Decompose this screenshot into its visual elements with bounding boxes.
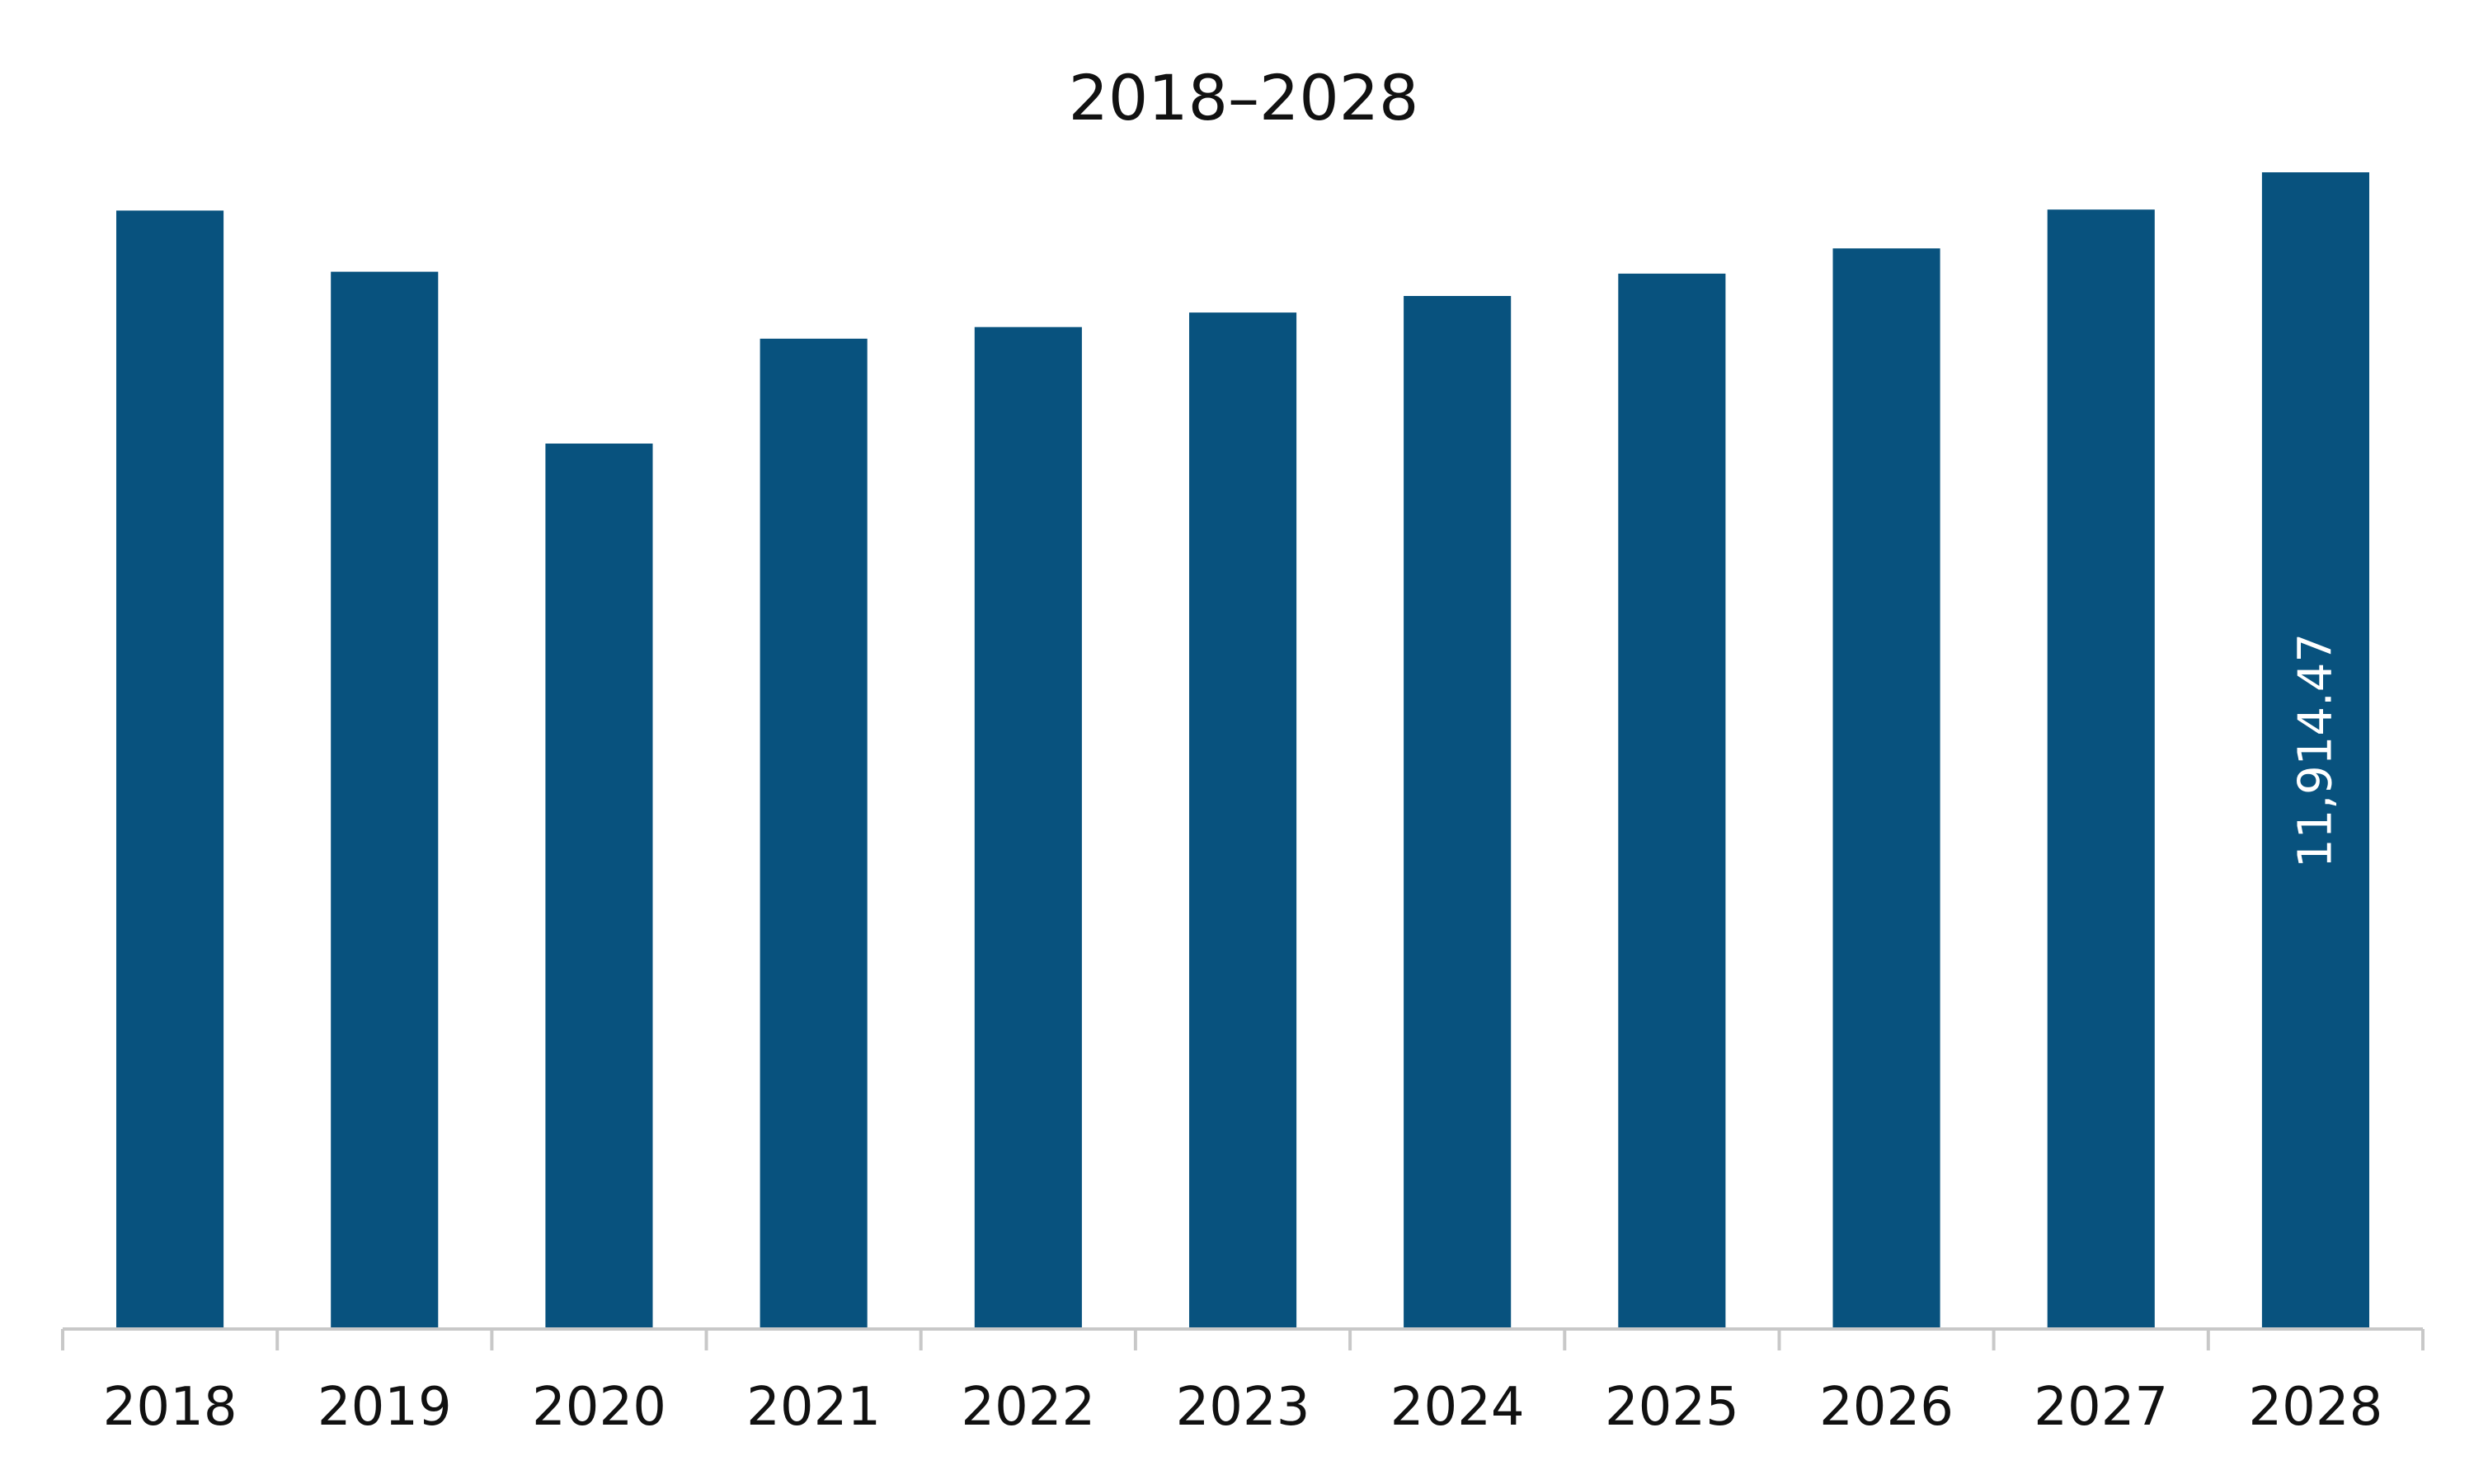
chart-title: 2018–2028 <box>1069 61 1419 134</box>
data-label-2028: 11,914.47 <box>2288 633 2342 868</box>
x-tick-labels: 2018 2019 2020 2021 2022 2023 2024 2025 2026 2027… <box>103 1377 2383 1438</box>
x-tick-label-2022: 2022 <box>961 1377 1095 1438</box>
bar-2028 <box>2261 172 2369 1329</box>
x-tick-label-2026: 2026 <box>1819 1377 1954 1438</box>
x-tick-label-2027: 2027 <box>2034 1377 2168 1438</box>
x-tick-label-2023: 2023 <box>1176 1377 1310 1438</box>
bar-2024 <box>1404 296 1512 1329</box>
bar-2018 <box>116 210 224 1329</box>
bar-2026 <box>1832 248 1940 1329</box>
x-tick-label-2025: 2025 <box>1605 1377 1739 1438</box>
bars-layer <box>116 172 2369 1330</box>
x-tick-label-2020: 2020 <box>532 1377 666 1438</box>
bar-2021 <box>760 338 868 1329</box>
bar-2025 <box>1618 273 1726 1329</box>
bar-2023 <box>1189 312 1297 1330</box>
data-labels: 11,914.47 <box>2288 633 2342 868</box>
bar-2019 <box>331 271 439 1330</box>
x-tick-label-2019: 2019 <box>317 1377 452 1438</box>
bar-2027 <box>2047 209 2155 1330</box>
bar-2022 <box>974 326 1082 1330</box>
x-tick-label-2028: 2028 <box>2248 1377 2382 1438</box>
bar-2020 <box>545 444 653 1329</box>
x-axis <box>61 1327 2425 1350</box>
x-tick-label-2024: 2024 <box>1390 1377 1525 1438</box>
x-tick-label-2021: 2021 <box>746 1377 881 1438</box>
x-tick-label-2018: 2018 <box>103 1377 238 1438</box>
